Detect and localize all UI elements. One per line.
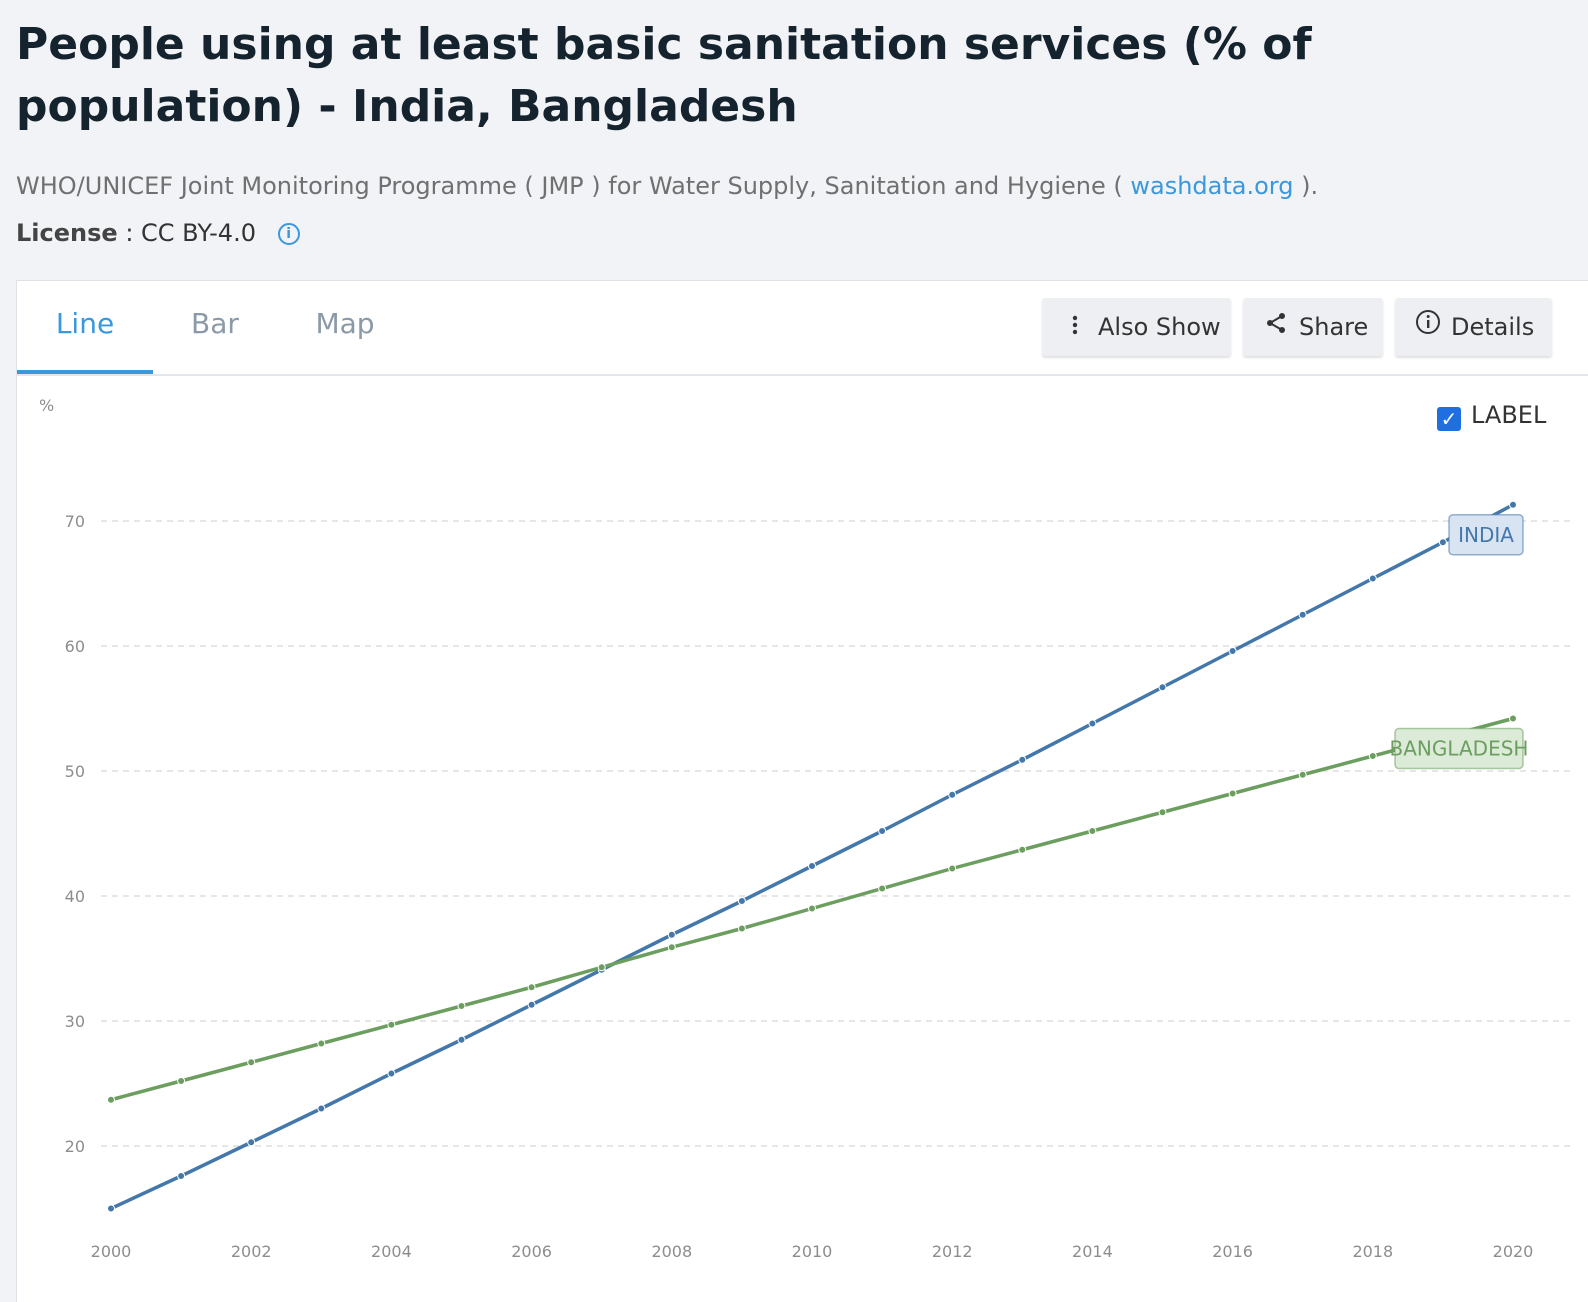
- tab-bar: Line Bar Map Also Show Share Details: [17, 281, 1588, 376]
- y-tick-label: 40: [65, 887, 85, 906]
- data-point: [1088, 827, 1097, 835]
- x-tick-label: 2008: [651, 1242, 692, 1261]
- x-tick-label: 2002: [231, 1242, 272, 1261]
- data-point: [1228, 647, 1237, 655]
- license-value: : CC BY-4.0: [125, 219, 256, 247]
- data-point: [1368, 574, 1377, 583]
- x-tick-label: 2010: [792, 1242, 833, 1261]
- x-tick-label: 2020: [1493, 1242, 1534, 1261]
- x-tick-label: 2014: [1072, 1242, 1113, 1261]
- share-button[interactable]: Share: [1243, 298, 1383, 356]
- y-tick-label: 30: [65, 1012, 85, 1031]
- series-label-box: [1394, 727, 1524, 770]
- data-point: [387, 1069, 396, 1078]
- source-line: WHO/UNICEF Joint Monitoring Programme ( …: [16, 172, 1318, 200]
- data-point: [527, 983, 536, 992]
- data-point: [1509, 500, 1517, 509]
- more-vertical-icon: [1062, 298, 1088, 356]
- series-line-india: [110, 503, 1514, 1211]
- tab-bar-chart[interactable]: Bar: [191, 307, 239, 340]
- data-point: [457, 1035, 466, 1044]
- y-tick-label: 70: [65, 512, 85, 531]
- license-label: License: [16, 219, 118, 247]
- data-point: [247, 1058, 256, 1067]
- data-point: [737, 897, 746, 905]
- data-point: [948, 864, 957, 873]
- data-point: [317, 1104, 326, 1113]
- also-show-label: Also Show: [1098, 313, 1221, 341]
- data-point: [878, 884, 887, 893]
- info-icon[interactable]: i: [277, 223, 300, 245]
- data-point: [948, 790, 957, 799]
- data-point: [808, 862, 816, 870]
- details-button[interactable]: Details: [1395, 298, 1552, 356]
- license-line: License : CC BY-4.0 i: [16, 219, 300, 247]
- share-icon: [1263, 298, 1289, 356]
- y-tick-label: 60: [65, 637, 85, 656]
- source-link[interactable]: washdata.org: [1130, 172, 1294, 200]
- data-point: [107, 1204, 115, 1213]
- y-axis-unit-label: %: [39, 396, 54, 415]
- series-label: BANGLADESH: [1390, 737, 1529, 761]
- data-point: [1088, 719, 1097, 728]
- data-point: [808, 904, 816, 913]
- line-chart: % 20 30 40 50 60 70 2000 2002 2004 2006 2008 2010 201…: [39, 396, 1573, 1261]
- checkbox-checked-icon[interactable]: ✓: [1437, 407, 1461, 431]
- x-tick-label: 2004: [371, 1242, 412, 1261]
- source-suffix: ).: [1301, 172, 1319, 200]
- data-point: [667, 930, 676, 939]
- y-tick-label: 50: [65, 762, 85, 781]
- details-label: Details: [1451, 313, 1535, 341]
- data-point: [107, 1095, 115, 1104]
- data-point: [1298, 610, 1307, 619]
- x-tick-label: 2006: [511, 1242, 552, 1261]
- data-point: [177, 1172, 186, 1180]
- series-label: INDIA: [1458, 523, 1514, 547]
- data-point: [1438, 538, 1447, 547]
- x-tick-label: 2000: [91, 1242, 132, 1261]
- data-point: [317, 1039, 326, 1048]
- data-point: [1228, 789, 1237, 798]
- series-label-box: [1448, 514, 1524, 556]
- x-tick-label: 2016: [1212, 1242, 1253, 1261]
- data-point: [387, 1020, 396, 1029]
- also-show-button[interactable]: Also Show: [1042, 298, 1231, 356]
- data-point: [527, 1000, 536, 1009]
- x-tick-label: 2012: [932, 1242, 973, 1261]
- data-point: [878, 827, 887, 835]
- label-toggle[interactable]: ✓ LABEL: [1437, 401, 1546, 431]
- data-point: [737, 924, 746, 933]
- data-point: [597, 963, 606, 972]
- data-point: [1509, 714, 1517, 723]
- data-point: [1298, 770, 1307, 779]
- data-point: [1368, 752, 1377, 760]
- data-point: [247, 1138, 256, 1147]
- data-point: [457, 1002, 466, 1010]
- info-circle-icon: [1415, 298, 1441, 356]
- data-point: [667, 943, 676, 952]
- data-point: [1018, 755, 1027, 764]
- source-text: WHO/UNICEF Joint Monitoring Programme ( …: [16, 172, 1123, 200]
- data-point: [1158, 683, 1167, 692]
- page-title: People using at least basic sanitation s…: [16, 19, 1312, 132]
- label-toggle-text: LABEL: [1471, 401, 1547, 429]
- data-point: [1158, 808, 1167, 817]
- y-tick-label: 20: [65, 1137, 85, 1156]
- data-point: [177, 1077, 186, 1085]
- x-tick-label: 2018: [1352, 1242, 1393, 1261]
- chart-panel: Line Bar Map Also Show Share Details ✓ LA…: [16, 280, 1588, 1302]
- tab-map[interactable]: Map: [315, 307, 375, 340]
- tab-line[interactable]: Line: [17, 281, 153, 374]
- share-label: Share: [1299, 313, 1369, 341]
- data-point: [1018, 845, 1027, 854]
